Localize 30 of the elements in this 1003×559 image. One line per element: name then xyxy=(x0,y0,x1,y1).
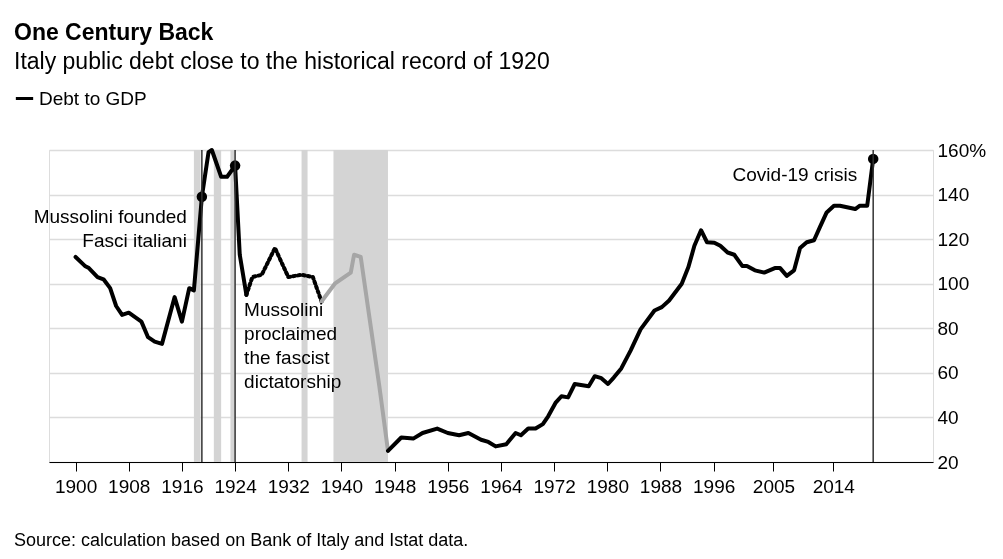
annotation: Mussolini founded Fasci italiani xyxy=(33,205,187,251)
chart-subtitle: Italy public debt close to the historical record of 1920 xyxy=(14,48,550,74)
y-tick-label: 40 xyxy=(937,406,959,428)
x-tick-label: 1980 xyxy=(586,475,629,497)
x-tick-label: 1900 xyxy=(54,475,98,497)
x-tick-label: 1932 xyxy=(267,475,310,497)
source-note: Source: calculation based on Bank of Italy and Istat data. xyxy=(14,530,469,550)
x-tick-label: 2005 xyxy=(752,475,796,497)
y-tick-label: 120 xyxy=(937,228,970,250)
x-tick-label: 1996 xyxy=(693,475,736,497)
annotation: Covid-19 crisis xyxy=(732,163,858,185)
x-tick-label: 1924 xyxy=(214,475,258,497)
x-tick-label: 1948 xyxy=(373,475,417,497)
y-tick-label: 140 xyxy=(937,184,970,206)
x-tick-label: 1956 xyxy=(427,475,470,497)
x-tick-label: 1964 xyxy=(480,475,524,497)
annotation: Mussolini proclaimed the fascist dictatorship xyxy=(244,299,342,393)
x-tick-label: 1940 xyxy=(320,475,364,497)
y-tick-label: 20 xyxy=(937,451,959,473)
x-tick-label: 1916 xyxy=(161,475,204,497)
legend-label: Debt to GDP xyxy=(39,87,147,109)
x-tick-label: 1988 xyxy=(639,475,683,497)
y-tick-label: 60 xyxy=(937,362,959,384)
x-tick-label: 1972 xyxy=(533,475,576,497)
y-tick-label: 160% xyxy=(937,139,987,161)
chart-title: One Century Back xyxy=(14,19,214,45)
x-tick-label: 1908 xyxy=(108,475,151,497)
y-tick-label: 100 xyxy=(937,273,970,295)
y-tick-label: 80 xyxy=(937,317,959,339)
x-tick-label: 2014 xyxy=(812,475,856,497)
